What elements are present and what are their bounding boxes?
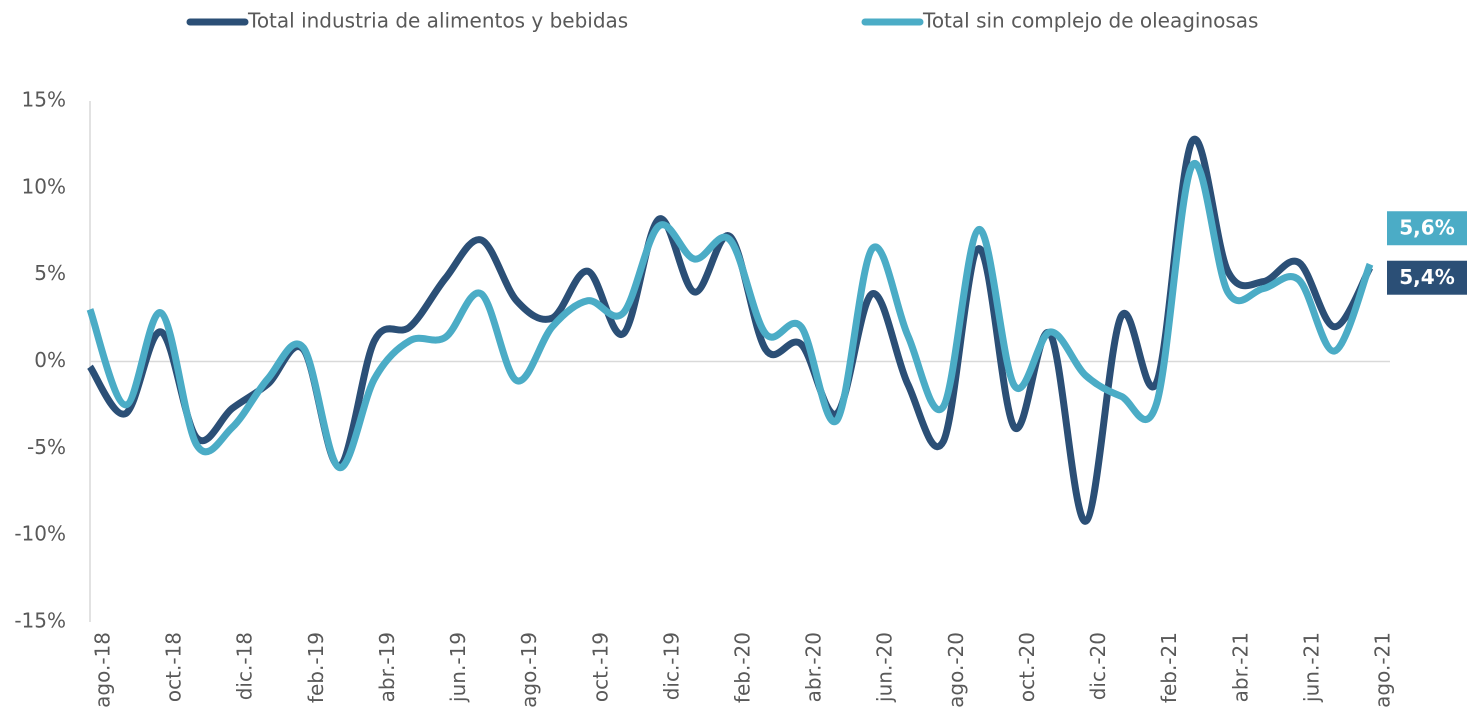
x-tick-label: ago.-21 <box>1371 632 1395 708</box>
series-line <box>86 159 1374 471</box>
x-tick-label: ago.-19 <box>517 632 541 708</box>
x-tick-label: oct.-19 <box>588 632 612 702</box>
y-tick-label: 5% <box>34 261 66 285</box>
x-tick-label: oct.-20 <box>1015 632 1039 702</box>
x-tick-label: oct.-18 <box>162 632 186 702</box>
y-tick-label: -15% <box>14 609 66 633</box>
series-line <box>87 135 1374 525</box>
x-tick-label: dic.-18 <box>233 632 257 700</box>
x-tick-label: abr.-21 <box>1228 632 1252 702</box>
x-tick-label: dic.-20 <box>1086 632 1110 700</box>
x-tick-label: jun.-20 <box>873 632 897 703</box>
data-label: 5,6% <box>1399 216 1454 240</box>
legend-label: Total sin complejo de oleaginosas <box>922 9 1258 33</box>
x-tick-label: ago.-18 <box>91 632 115 708</box>
y-tick-label: -10% <box>14 522 66 546</box>
y-tick-label: 10% <box>22 174 66 198</box>
data-label-box <box>1387 260 1467 295</box>
x-tick-label: abr.-19 <box>375 632 399 702</box>
y-tick-label: 0% <box>34 348 66 372</box>
data-label: 5,4% <box>1399 265 1454 289</box>
y-tick-label: 15% <box>22 88 66 112</box>
x-tick-label: jun.-21 <box>1299 632 1323 703</box>
legend-label: Total industria de alimentos y bebidas <box>247 9 628 33</box>
x-tick-label: feb.-20 <box>731 632 755 703</box>
x-tick-label: ago.-20 <box>944 632 968 708</box>
x-tick-label: jun.-19 <box>446 632 470 703</box>
y-tick-label: -5% <box>27 435 66 459</box>
x-tick-label: feb.-19 <box>304 632 328 703</box>
x-tick-label: dic.-19 <box>659 632 683 700</box>
x-tick-label: abr.-20 <box>802 632 826 702</box>
x-tick-label: feb.-21 <box>1157 632 1181 703</box>
data-label-box <box>1387 211 1467 246</box>
